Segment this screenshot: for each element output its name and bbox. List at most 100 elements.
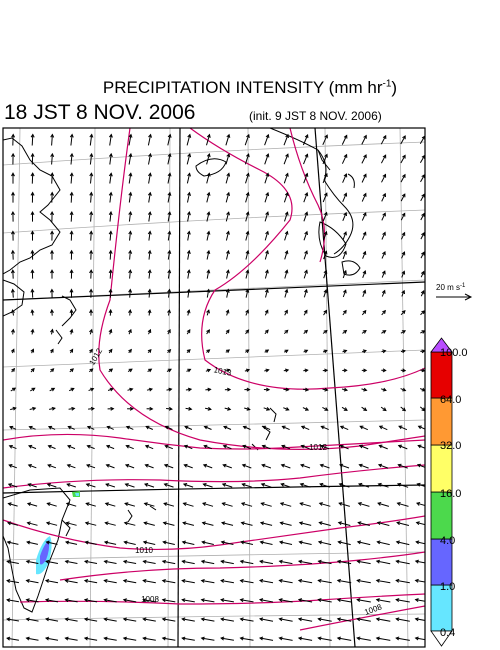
wind-arrow-icon bbox=[361, 212, 367, 221]
wind-arrowhead-icon bbox=[285, 133, 289, 139]
wind-arrow-icon bbox=[221, 522, 234, 526]
wind-arrowhead-icon bbox=[89, 288, 94, 293]
wind-arrowhead-icon bbox=[27, 483, 32, 487]
wind-arrowhead-icon bbox=[148, 133, 152, 138]
wind-arrowhead-icon bbox=[281, 425, 286, 430]
wind-arrow-icon bbox=[319, 522, 331, 526]
wind-arrow-icon bbox=[27, 503, 38, 507]
wind-arrow-icon bbox=[376, 637, 391, 641]
wind-arrowhead-icon bbox=[259, 559, 264, 564]
wind-arrow-icon bbox=[223, 445, 232, 450]
wind-arrowhead-icon bbox=[297, 636, 303, 641]
wind-arrowhead-icon bbox=[336, 636, 341, 641]
wind-arrow-icon bbox=[319, 502, 331, 507]
wind-arrow-icon bbox=[182, 618, 195, 622]
wind-arrowhead-icon bbox=[128, 328, 132, 333]
wind-arrowhead-icon bbox=[184, 425, 189, 430]
wind-arrowhead-icon bbox=[401, 251, 406, 256]
wind-arrow-icon bbox=[226, 289, 229, 298]
wind-arrow-icon bbox=[204, 445, 212, 450]
wind-arrowhead-icon bbox=[69, 191, 74, 196]
wind-arrowhead-icon bbox=[300, 463, 305, 468]
wind-arrow-icon bbox=[204, 426, 212, 430]
wind-arrowhead-icon bbox=[108, 249, 113, 254]
wind-arrowhead-icon bbox=[44, 636, 50, 641]
wind-arrow-icon bbox=[84, 580, 98, 584]
wind-arrowhead-icon bbox=[395, 540, 400, 545]
wind-arrow-icon bbox=[359, 425, 369, 431]
wind-arrowhead-icon bbox=[124, 463, 130, 468]
wind-arrowhead-icon bbox=[343, 231, 347, 236]
wind-arrowhead-icon bbox=[69, 348, 74, 353]
wind-arrowhead-icon bbox=[50, 368, 55, 373]
wind-arrow-icon bbox=[7, 637, 19, 641]
wind-arrow-icon bbox=[68, 426, 75, 430]
wind-arrowhead-icon bbox=[50, 133, 55, 138]
wind-arrowhead-icon bbox=[89, 210, 94, 216]
wind-arrowhead-icon bbox=[200, 559, 205, 564]
wind-arrowhead-icon bbox=[240, 521, 245, 526]
wind-arrowhead-icon bbox=[69, 288, 74, 293]
wind-arrow-icon bbox=[182, 580, 195, 584]
wind-arrow-icon bbox=[125, 464, 135, 469]
wind-arrowhead-icon bbox=[186, 288, 191, 293]
wind-arrow-icon bbox=[282, 425, 290, 431]
wind-arrowhead-icon bbox=[89, 328, 93, 333]
wind-arrow-icon bbox=[182, 522, 195, 526]
wind-arrowhead-icon bbox=[421, 251, 425, 256]
wind-arrowhead-icon bbox=[108, 152, 113, 158]
wind-arrow-icon bbox=[243, 426, 251, 430]
wind-arrowhead-icon bbox=[7, 483, 12, 487]
wind-arrow-icon bbox=[381, 251, 386, 259]
wind-arrowhead-icon bbox=[203, 444, 208, 449]
wind-arrowhead-icon bbox=[402, 154, 406, 159]
wind-arrowhead-icon bbox=[69, 328, 74, 333]
wind-arrowhead-icon bbox=[122, 636, 127, 641]
wind-arrow-icon bbox=[201, 580, 215, 584]
wind-arrow-icon bbox=[89, 153, 93, 165]
wind-arrow-icon bbox=[284, 231, 288, 241]
wind-arrow-icon bbox=[320, 464, 330, 469]
wind-arrow-icon bbox=[302, 134, 309, 146]
wind-arrowhead-icon bbox=[206, 172, 211, 177]
wind-arrowhead-icon bbox=[167, 133, 172, 138]
wind-arrowhead-icon bbox=[123, 540, 128, 545]
wind-arrow-icon bbox=[396, 637, 410, 641]
wind-arrowhead-icon bbox=[226, 230, 230, 235]
wind-arrow-icon bbox=[221, 541, 234, 545]
wind-arrowhead-icon bbox=[108, 191, 113, 196]
wind-arrowhead-icon bbox=[6, 598, 11, 603]
wind-arrow-icon bbox=[323, 231, 327, 241]
wind-arrowhead-icon bbox=[265, 191, 270, 197]
wind-arrowhead-icon bbox=[245, 211, 250, 216]
wind-arrowhead-icon bbox=[167, 211, 172, 216]
wind-arrow-icon bbox=[280, 522, 292, 526]
wind-arrowhead-icon bbox=[67, 444, 72, 449]
wind-arrow-icon bbox=[301, 445, 310, 450]
wind-arrowhead-icon bbox=[27, 464, 32, 468]
wind-arrow-icon bbox=[143, 618, 156, 622]
wind-arrow-icon bbox=[203, 483, 213, 488]
wind-arrow-icon bbox=[264, 153, 269, 165]
wind-arrowhead-icon bbox=[297, 559, 303, 564]
wind-arrowhead-icon bbox=[89, 230, 94, 235]
wind-arrowhead-icon bbox=[108, 133, 113, 138]
wind-arrow-icon bbox=[8, 503, 18, 507]
wind-arrowhead-icon bbox=[46, 483, 51, 487]
wind-arrowhead-icon bbox=[31, 387, 36, 392]
wind-arrow-icon bbox=[187, 289, 190, 298]
wind-arrow-icon bbox=[162, 599, 176, 603]
wind-arrow-icon bbox=[303, 289, 308, 298]
wind-arrow-icon bbox=[70, 134, 73, 146]
wind-arrowhead-icon bbox=[343, 387, 349, 392]
wind-arrowhead-icon bbox=[377, 502, 382, 506]
wind-arrowhead-icon bbox=[86, 464, 91, 468]
wind-arrowhead-icon bbox=[69, 210, 74, 216]
wind-arrow-icon bbox=[264, 250, 269, 260]
wind-arrow-icon bbox=[337, 560, 352, 565]
wind-arrow-icon bbox=[358, 483, 370, 488]
wind-arrow-icon bbox=[167, 212, 171, 222]
wind-arrow-icon bbox=[341, 135, 348, 145]
wind-arrowhead-icon bbox=[66, 464, 71, 468]
